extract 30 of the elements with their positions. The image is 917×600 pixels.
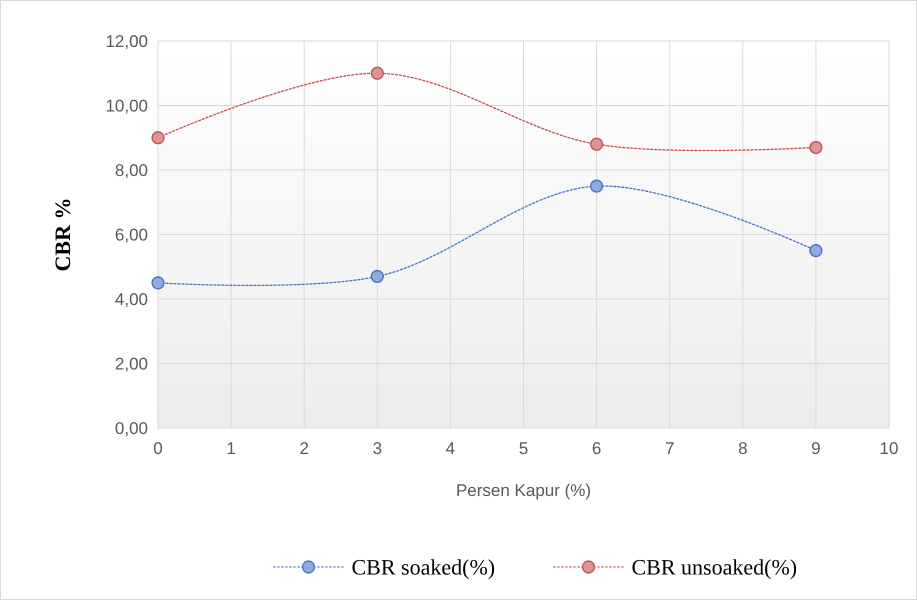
y-tick-label: 12,00 xyxy=(105,32,148,51)
point xyxy=(370,270,384,283)
point xyxy=(590,180,604,193)
y-tick-label: 4,00 xyxy=(114,290,148,309)
legend-label: CBR soaked(%) xyxy=(352,554,496,580)
point xyxy=(370,66,384,80)
point xyxy=(151,131,165,144)
x-tick-label: 3 xyxy=(372,439,382,458)
y-tick-label: 6,00 xyxy=(114,225,148,244)
x-tick-label: 5 xyxy=(518,439,528,458)
y-tick-label: 0,00 xyxy=(114,418,148,438)
x-tick-label: 2 xyxy=(299,439,309,458)
point xyxy=(590,138,604,151)
point xyxy=(809,244,822,258)
legend-label: CBR unsoaked(%) xyxy=(632,554,798,580)
x-tick-label: 8 xyxy=(738,439,748,458)
y-tick-label: 10,00 xyxy=(105,96,148,116)
x-tick-label: 4 xyxy=(446,439,456,458)
x-tick-label: 9 xyxy=(811,439,821,458)
y-axis-title: CBR % xyxy=(50,198,75,272)
y-tick-label: 8,00 xyxy=(114,160,148,180)
x-tick-label: 7 xyxy=(664,439,674,458)
x-axis-title: Persen Kapur (%) xyxy=(456,481,592,500)
y-tick-label: 2,00 xyxy=(114,354,148,374)
x-tick-label: 6 xyxy=(592,439,602,458)
x-tick-label: 10 xyxy=(880,439,898,458)
point xyxy=(151,276,165,290)
x-tick-label: 0 xyxy=(153,439,163,458)
x-tick-label: 1 xyxy=(226,439,236,458)
point xyxy=(809,140,822,154)
